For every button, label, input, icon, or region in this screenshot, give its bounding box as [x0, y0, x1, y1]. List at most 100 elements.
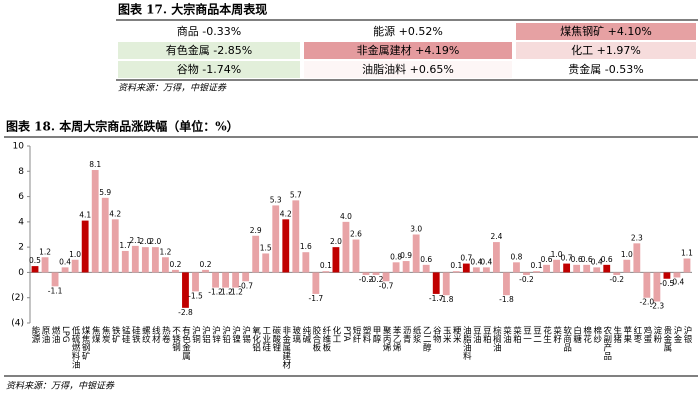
bar	[352, 239, 360, 273]
bar	[222, 272, 230, 288]
value-label: -0.4	[670, 277, 685, 286]
value-label: 1.0	[69, 250, 81, 259]
x-tick-label: 氧化铝	[251, 325, 261, 352]
value-label: 0.6	[581, 255, 593, 264]
x-tick-label: 沪银	[682, 325, 692, 344]
table-cell	[516, 61, 696, 78]
x-tick-label: 原油	[40, 326, 50, 344]
y-tick-label: (2)	[11, 293, 24, 303]
bar	[633, 243, 641, 273]
value-label: -1.1	[48, 286, 63, 295]
x-tick-label: 油脂油料	[461, 325, 471, 361]
cell-text: 商品 -0.33%	[177, 24, 241, 38]
bar	[533, 271, 540, 273]
x-tick-label: 沪锡	[241, 325, 251, 344]
bar	[593, 267, 601, 273]
value-label: 0.1	[531, 261, 543, 270]
value-label: 2.0	[330, 237, 342, 246]
bar	[382, 272, 390, 282]
x-tick-label: 焦炭	[100, 325, 110, 344]
bar	[653, 272, 661, 302]
value-label: -0.2	[609, 275, 624, 284]
bar	[192, 272, 199, 292]
bar	[683, 258, 691, 273]
x-tick-label: 不锈钢	[170, 326, 180, 352]
bar	[41, 257, 49, 273]
bar	[161, 257, 169, 273]
bar	[573, 264, 581, 273]
x-tick-label: 豆二	[532, 326, 542, 343]
bar	[563, 263, 571, 273]
x-tick-label: 淀粉	[652, 325, 662, 344]
bar	[513, 262, 520, 273]
y-tick-label: 6	[18, 192, 24, 202]
bar	[462, 263, 470, 273]
value-label: 4.2	[280, 209, 292, 218]
y-tick-label: 2	[18, 243, 24, 253]
value-label: 4.1	[79, 211, 91, 220]
value-label: 0.2	[169, 260, 181, 269]
x-tick-label: 纯碱	[301, 325, 311, 344]
value-label: 1.0	[621, 250, 633, 259]
bar	[362, 272, 370, 275]
bar	[302, 252, 310, 273]
value-label: 0.2	[200, 260, 212, 269]
table-cell	[304, 61, 512, 78]
x-tick-label: 鸡蛋	[642, 325, 652, 344]
bar	[503, 272, 510, 296]
value-label: 1.6	[300, 242, 312, 251]
value-label: 0.4	[470, 257, 482, 266]
bar	[312, 272, 320, 294]
y-tick-label: 0	[18, 268, 24, 278]
bar	[71, 259, 79, 273]
value-label: -0.2	[359, 275, 374, 284]
bar	[422, 264, 430, 273]
bar	[81, 220, 89, 273]
x-tick-label: 贵金属	[662, 325, 672, 352]
table-cell	[516, 23, 696, 40]
x-tick-label: 谷物	[431, 326, 441, 344]
value-label: 2.4	[490, 232, 502, 241]
x-tick-label: 玉米	[441, 326, 451, 344]
value-label: 1.2	[39, 247, 51, 256]
x-tick-label: 胶合板	[311, 325, 321, 352]
value-label: 2.3	[631, 233, 643, 242]
x-tick-label: 短纤	[351, 325, 361, 344]
table-cell	[304, 23, 512, 40]
value-label: -0.2	[369, 275, 384, 284]
value-label: 0.6	[420, 255, 432, 264]
x-tick-label: 煤焦钢矿	[80, 325, 90, 361]
x-tick-label: 苹果	[622, 325, 632, 344]
table-source: 资料来源：万得，中银证券	[118, 83, 227, 94]
table-title: 图表 17. 大宗商品本周表现	[118, 2, 267, 17]
value-label: 2.1	[129, 236, 141, 245]
x-tick-label: 豆一	[522, 326, 532, 343]
bar	[603, 264, 611, 273]
value-label: 0.8	[511, 252, 523, 261]
x-tick-label: 沪铜	[191, 325, 201, 344]
value-label: 5.3	[270, 195, 282, 204]
value-label: 5.9	[99, 188, 111, 197]
bar	[673, 272, 681, 278]
x-tick-label: PTA	[341, 326, 351, 342]
value-label: 0.9	[400, 251, 412, 260]
value-label: 0.1	[320, 261, 332, 270]
bar	[613, 272, 621, 275]
cell-text: 谷物 -1.74%	[177, 62, 241, 76]
bar	[392, 262, 400, 273]
value-label: -2.3	[650, 302, 665, 311]
x-tick-label: 碳酸锂	[271, 325, 281, 352]
bar	[292, 200, 300, 273]
value-label: 1.2	[159, 247, 171, 256]
value-label: -0.5	[660, 279, 675, 288]
value-label: 0.6	[541, 255, 553, 264]
value-label: -1.2	[228, 288, 243, 297]
bar	[101, 197, 109, 273]
x-tick-label: 焦煤	[90, 325, 100, 344]
x-tick-label: 有色金属	[180, 325, 190, 361]
cell-text: 化工 +1.97%	[571, 43, 641, 57]
bar	[492, 242, 500, 273]
x-tick-label: 塑料	[361, 326, 371, 344]
bar	[402, 261, 410, 273]
